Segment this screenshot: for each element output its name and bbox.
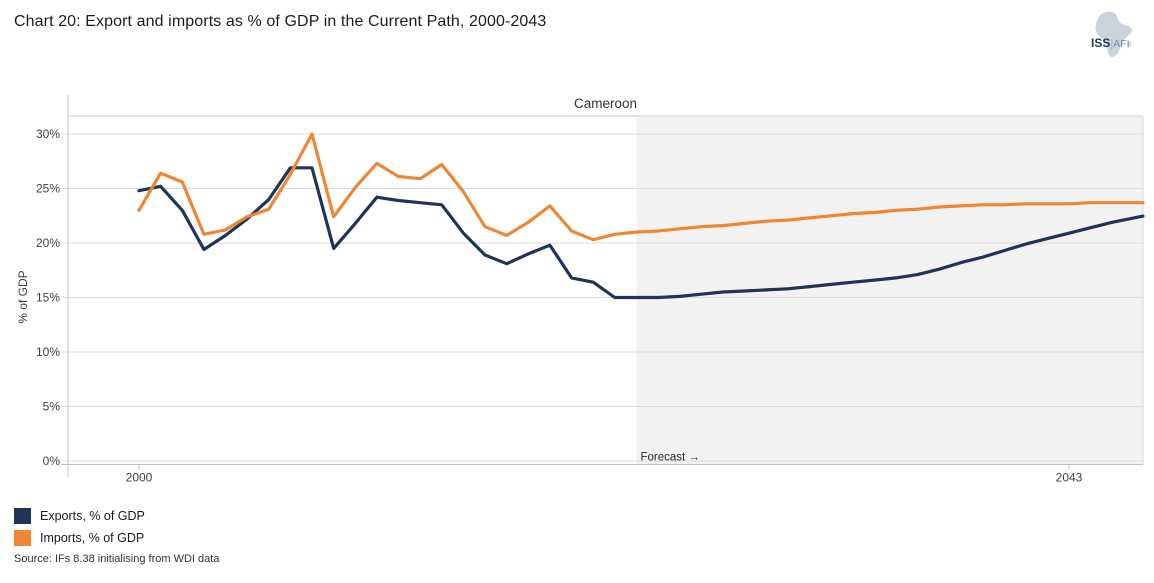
y-axis-title: % of GDP [16, 270, 30, 323]
chart-legend: Exports, % of GDP Imports, % of GDP [14, 505, 145, 549]
page-title: Chart 20: Export and imports as % of GDP… [14, 13, 547, 30]
legend-label: Exports, % of GDP [40, 509, 145, 523]
y-tick-label: 25% [36, 182, 60, 196]
legend-label: Imports, % of GDP [40, 531, 145, 545]
logo-secondary-text: AFI [1113, 38, 1130, 50]
y-tick-label: 30% [36, 127, 60, 141]
y-tick-label: 10% [36, 345, 60, 359]
forecast-region [636, 117, 1143, 465]
legend-item: Imports, % of GDP [14, 527, 145, 549]
series-line-imports [137, 132, 1145, 242]
iss-afi-logo: ISS|AFI [1080, 8, 1146, 62]
y-tick-label: 5% [43, 400, 61, 414]
y-tick-label: 0% [43, 454, 61, 468]
source-note: Source: IFs 8.38 initialising from WDI d… [14, 553, 220, 565]
africa-map-icon [1095, 11, 1132, 57]
logo-separator: | [1110, 38, 1114, 50]
logo-primary-text: ISS [1091, 36, 1111, 50]
legend-swatch [14, 508, 31, 524]
legend-swatch [14, 530, 31, 546]
chart-title: Cameroon [574, 96, 637, 111]
x-tick-label: 2000 [126, 471, 153, 485]
y-tick-label: 15% [36, 291, 60, 305]
forecast-label: Forecast → [640, 452, 699, 464]
series-line-exports [137, 166, 1145, 300]
logo-text: ISS|AFI [1091, 34, 1130, 52]
legend-item: Exports, % of GDP [14, 505, 145, 527]
y-tick-label: 20% [36, 236, 60, 250]
x-tick-label: 2043 [1056, 471, 1083, 485]
